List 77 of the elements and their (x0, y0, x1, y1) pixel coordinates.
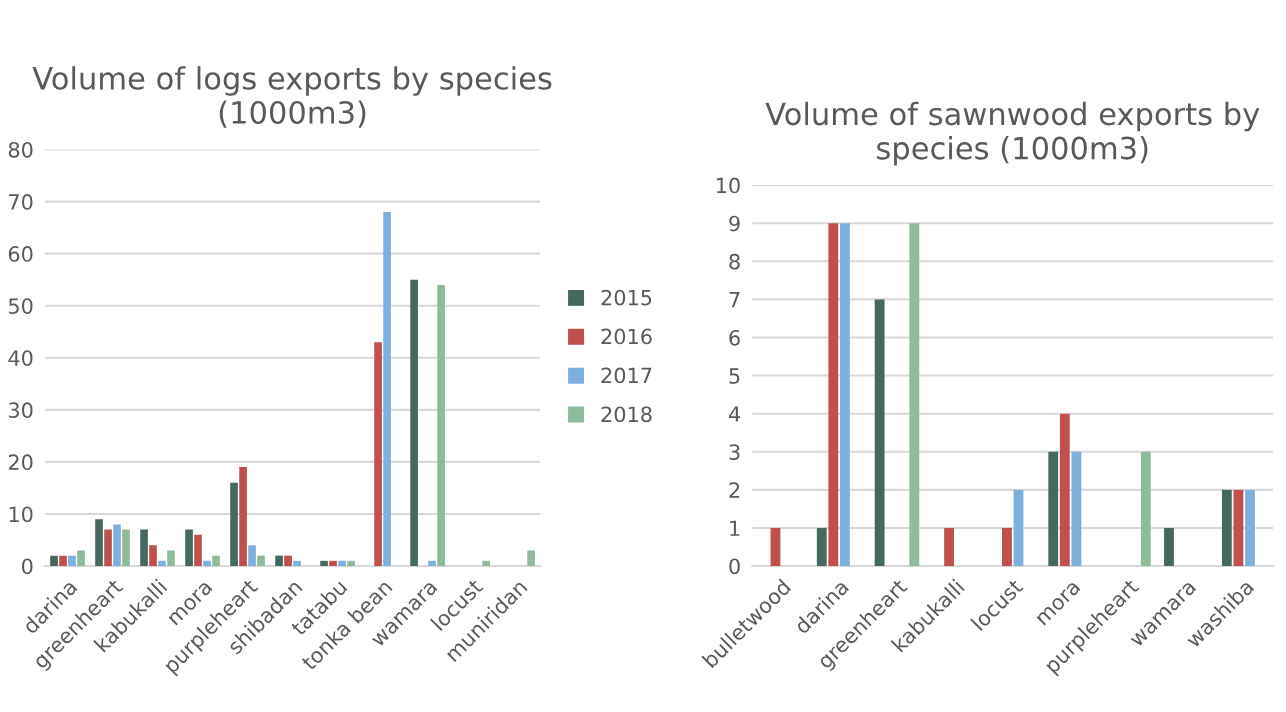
bar (1002, 527, 1012, 567)
y-tick-label: 7 (729, 292, 740, 308)
bar (95, 519, 103, 567)
bar (410, 279, 418, 567)
y-tick-label: 50 (9, 298, 33, 314)
y-tick-label: 60 (8, 246, 33, 262)
bar (275, 555, 283, 567)
bar (1245, 489, 1255, 567)
y-tick-label: 6 (729, 329, 740, 346)
bar (158, 560, 166, 567)
legend-label: 2015 (601, 289, 652, 306)
bar (122, 529, 130, 567)
bar (770, 527, 781, 567)
bar (185, 529, 193, 567)
bar (293, 560, 301, 567)
bar (1013, 489, 1024, 567)
bar (1233, 489, 1244, 567)
legend-label: 2018 (601, 406, 652, 423)
bar (320, 560, 328, 567)
bar (1071, 451, 1082, 567)
y-tick-label: 8 (729, 253, 740, 270)
bar (1221, 489, 1232, 567)
bar (1048, 451, 1059, 567)
bar (167, 550, 175, 567)
legend-label: 2016 (601, 328, 652, 345)
y-tick-label: 80 (8, 141, 33, 158)
y-tick-label: 40 (8, 350, 33, 366)
bar (257, 555, 265, 567)
bar (329, 560, 337, 567)
y-tick-label: 4 (728, 406, 741, 422)
chart-title: Volume of sawnwood exports by species (1000m3) (765, 101, 1260, 166)
bar (428, 560, 436, 567)
bar (1164, 527, 1174, 567)
bar (874, 299, 885, 567)
bar (194, 534, 202, 567)
bar (1059, 413, 1070, 567)
bar (59, 555, 67, 567)
legend-label: 2017 (601, 367, 652, 384)
bar (149, 545, 157, 567)
y-tick-label: 10 (9, 506, 33, 523)
bar (1140, 451, 1151, 567)
bar (77, 550, 85, 567)
bar (383, 212, 391, 567)
bar (437, 284, 445, 567)
bar (347, 560, 355, 567)
y-tick-label: 9 (729, 215, 740, 232)
bar (248, 545, 256, 567)
bar (909, 223, 920, 567)
y-tick-label: 2 (729, 482, 740, 498)
y-tick-label: 0 (729, 558, 740, 575)
bar (140, 529, 148, 567)
bar (527, 550, 535, 567)
y-tick-label: 30 (8, 402, 33, 419)
bar (230, 482, 238, 567)
bar (482, 560, 490, 567)
bar (284, 555, 292, 567)
bar (113, 524, 121, 567)
bar (203, 560, 211, 567)
bar (68, 555, 76, 567)
bar (374, 342, 382, 567)
y-tick-label: 0 (22, 558, 33, 575)
chart-title: Volume of logs exports by species (1000m3) (32, 66, 552, 128)
y-tick-label: 20 (8, 454, 33, 471)
bar (828, 223, 839, 567)
y-tick-label: 5 (729, 368, 740, 384)
bar (212, 555, 220, 567)
bar (944, 527, 954, 567)
y-tick-label: 1 (730, 520, 740, 536)
y-tick-label: 3 (729, 444, 740, 460)
bar (104, 529, 112, 567)
y-tick-label: 70 (9, 194, 33, 210)
y-tick-label: 10 (716, 177, 740, 194)
bar (839, 223, 850, 567)
bar (338, 560, 346, 567)
bar (50, 555, 58, 567)
bar (816, 527, 827, 567)
bar (239, 467, 247, 567)
